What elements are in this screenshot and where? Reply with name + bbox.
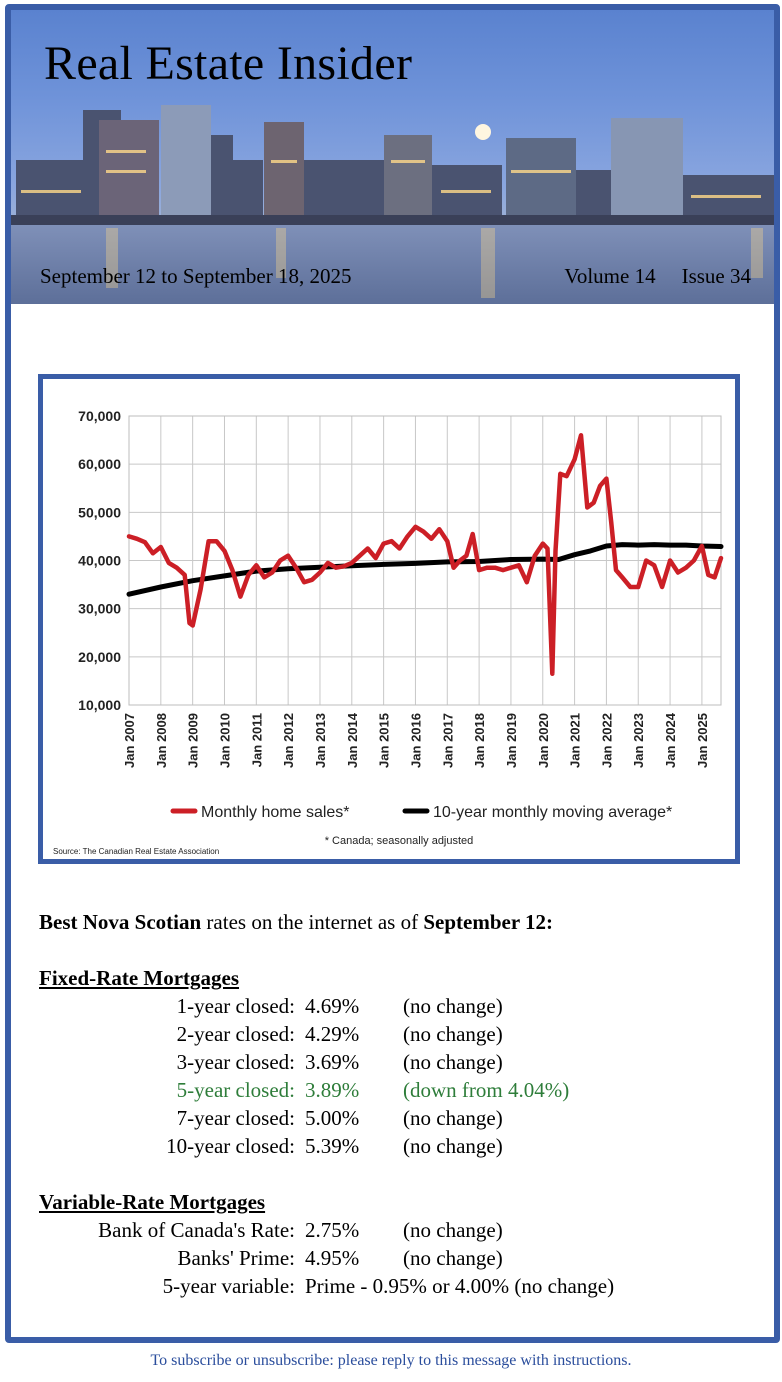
x-tick-label: Jan 2019 [504,713,519,768]
y-tick-label: 40,000 [78,553,121,569]
rate-change: (down from 4.04%) [403,1078,570,1102]
legend-label-average: 10-year monthly moving average* [433,804,672,821]
rate-term: 1-year closed: [176,994,295,1018]
x-tick-label: Jan 2007 [122,713,137,768]
rate-value: 2.75% [305,1218,360,1242]
monthly-sales-line [126,433,724,676]
rate-change: (no change) [403,1106,503,1130]
chart-source: Source: The Canadian Real Estate Associa… [53,847,219,856]
fixed-rate-heading: Fixed-Rate Mortgages [39,966,240,990]
x-tick-label: Jan 2025 [695,713,710,768]
issue-date-range: September 12 to September 18, 2025 [40,264,352,288]
newsletter-title: Real Estate Insider [44,37,413,90]
fixed-rate-row: 5-year closed: 3.89% (down from 4.04%) [39,1076,739,1104]
chart-svg: 10,000 20,000 30,000 40,000 50,000 60,000 70,0… [53,408,724,856]
rate-value: 3.69% [305,1050,360,1074]
x-tick-label: Jan 2012 [281,713,296,768]
rate-value: 5.39% [305,1134,360,1158]
x-tick-label: Jan 2020 [536,713,551,768]
x-tick-label: Jan 2008 [154,713,169,768]
fixed-rate-row: 3-year closed: 3.69% (no change) [39,1048,739,1076]
fixed-rate-row: 7-year closed: 5.00% (no change) [39,1104,739,1132]
rate-term: 2-year closed: [176,1022,295,1046]
header-banner: Real Estate Insider September 12 to Sept… [11,10,774,304]
rate-value: 3.89% [305,1078,360,1102]
rate-change: (no change) [403,1246,503,1270]
rates-intro: Best Nova Scotian rates on the internet … [39,908,739,936]
y-tick-label: 60,000 [78,456,121,472]
variable-rate-row: Banks' Prime: 4.95% (no change) [39,1244,739,1272]
rate-term: Bank of Canada's Rate: [98,1218,295,1242]
rate-term: 3-year closed: [176,1050,295,1074]
x-tick-label: Jan 2017 [440,713,455,768]
y-tick-label: 70,000 [78,408,121,424]
rate-change: (no change) [403,1218,503,1242]
volume-label: Volume 14 [564,264,656,288]
x-tick-label: Jan 2009 [186,713,201,768]
rate-value: 4.95% [305,1246,360,1270]
rate-value: 5.00% [305,1106,360,1130]
rate-term: 5-year closed: [176,1078,295,1102]
x-tick-label: Jan 2016 [408,713,423,768]
chart-footnote: * Canada; seasonally adjusted [325,835,474,847]
x-tick-label: Jan 2014 [345,712,360,768]
fixed-rate-row: 2-year closed: 4.29% (no change) [39,1020,739,1048]
fixed-rate-list: 1-year closed: 4.69% (no change) 2-year clo… [39,992,739,1160]
volume-issue: Volume 14 Issue 34 [564,264,751,289]
rate-value: Prime - 0.95% or 4.00% (no change) [305,1274,615,1298]
intro-bold-date: September 12: [423,910,554,934]
x-tick-label: Jan 2018 [472,713,487,768]
x-tick-label: Jan 2023 [631,713,646,768]
city-skyline-image [11,105,774,304]
y-tick-label: 10,000 [78,697,121,713]
rate-value: 4.29% [305,1022,360,1046]
rates-section: Best Nova Scotian rates on the internet … [39,908,739,1300]
rate-change: (no change) [403,1022,503,1046]
legend-label-sales: Monthly home sales* [201,804,350,821]
x-tick-label: Jan 2010 [217,713,232,768]
intro-text: rates on the internet as of [201,910,424,934]
moving-average-line [126,542,724,597]
rate-change: (no change) [403,1134,503,1158]
rate-change: (no change) [403,994,503,1018]
x-tick-label: Jan 2015 [377,713,392,768]
intro-bold-region: Best Nova Scotian [39,910,202,934]
rate-term: Banks' Prime: [177,1246,295,1270]
variable-rate-list: Bank of Canada's Rate: 2.75% (no change) Ba… [39,1216,739,1300]
variable-rate-row: Bank of Canada's Rate: 2.75% (no change) [39,1216,739,1244]
fixed-rate-row: 10-year closed: 5.39% (no change) [39,1132,739,1160]
issue-label: Issue 34 [681,264,751,288]
variable-rate-row: 5-year variable: Prime - 0.95% or 4.00% (… [39,1272,739,1300]
rate-term: 10-year closed: [166,1134,295,1158]
rate-term: 5-year variable: [162,1274,295,1298]
rate-change: (no change) [403,1050,503,1074]
fixed-rate-row: 1-year closed: 4.69% (no change) [39,992,739,1020]
y-tick-label: 30,000 [78,601,121,617]
y-tick-label: 50,000 [78,504,121,520]
x-tick-label: Jan 2021 [568,713,583,768]
x-tick-label: Jan 2013 [313,713,328,768]
x-tick-label: Jan 2024 [663,712,678,768]
rate-term: 7-year closed: [176,1106,295,1130]
home-sales-chart: 10,000 20,000 30,000 40,000 50,000 60,000 70,0… [38,374,740,864]
newsletter-frame: Real Estate Insider September 12 to Sept… [5,4,780,1343]
y-tick-label: 20,000 [78,649,121,665]
variable-rate-heading: Variable-Rate Mortgages [39,1190,266,1214]
rate-value: 4.69% [305,994,360,1018]
x-tick-label: Jan 2022 [599,713,614,768]
x-tick-label: Jan 2011 [249,713,264,767]
subscribe-footer: To subscribe or unsubscribe: please repl… [150,1352,632,1369]
